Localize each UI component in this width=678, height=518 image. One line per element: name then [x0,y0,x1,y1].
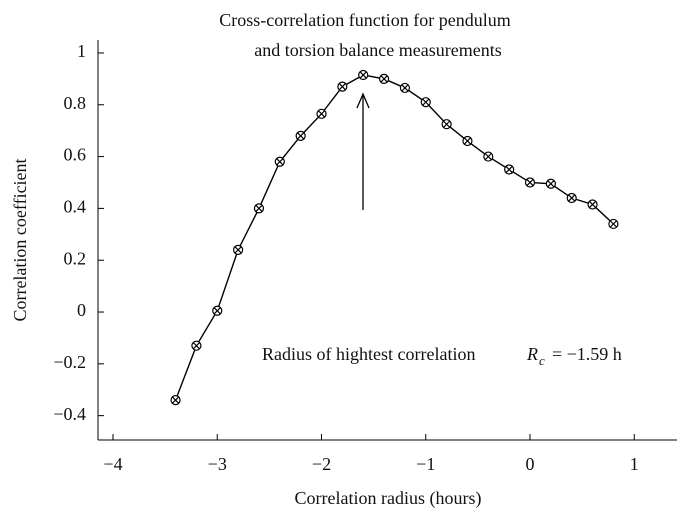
x-tick-label: −2 [312,454,331,474]
marker-cross [317,110,326,118]
marker [504,164,515,175]
x-tick-label: 1 [630,454,639,474]
marker-cross [276,158,284,166]
marker-cross [359,71,367,79]
marker [358,69,369,81]
marker-cross [547,180,555,188]
marker [441,119,452,130]
marker [274,156,285,167]
marker [295,130,306,141]
marker [337,81,348,92]
annotation-value: = −1.59 h [552,344,622,364]
marker-cross [588,200,597,209]
marker [462,135,473,147]
marker-cross [422,98,430,106]
line [174,74,614,401]
y-tick-label: 0.4 [64,197,87,217]
marker-cross [255,204,263,213]
y-tick-label: 0.2 [64,248,87,268]
marker [191,340,202,351]
marker [253,203,265,214]
y-axis-label: Correlation coefficient [10,158,30,321]
marker-cross [463,137,472,145]
x-tick-label: −1 [416,454,435,474]
chart-title: Cross-correlation function for pendulum [219,10,510,30]
marker-cross [442,120,451,128]
marker-cross [568,194,576,202]
annotation: Radius of hightest correlation [262,344,475,364]
chart-title: and torsion balance measurements [254,40,501,60]
y-tick-label: −0.4 [53,404,86,424]
marker-cross [171,396,180,404]
marker [399,82,411,94]
annotation-subscript: c [539,353,545,368]
arrow-head [356,92,370,109]
marker [483,151,494,162]
y-tick-label: 0 [77,300,86,320]
marker [212,305,223,316]
x-tick-label: −3 [208,454,227,474]
y-tick-label: 1 [77,41,86,61]
marker-cross [338,83,346,91]
marker-cross [192,342,201,350]
marker [545,178,556,189]
marker [524,177,536,188]
marker-cross [484,152,492,161]
x-tick-label: −4 [103,454,122,474]
marker [316,108,327,119]
marker-cross [526,178,534,187]
y-tick-label: 0.8 [64,93,87,113]
marker [420,97,431,108]
x-axis-label: Correlation radius (hours) [295,488,482,509]
y-tick-label: −0.2 [53,352,86,372]
marker-cross [213,307,221,315]
marker-cross [609,220,618,228]
x-tick-label: 0 [526,454,535,474]
marker-cross [505,165,513,174]
y-tick-label: 0.6 [64,145,87,165]
marker [378,73,390,84]
marker [566,192,577,204]
marker-cross [297,132,305,140]
marker [608,218,619,230]
marker [233,244,244,255]
annotation-symbol: R [526,344,538,364]
marker [587,199,598,210]
marker-cross [401,84,409,92]
marker-cross [234,246,242,254]
marker [170,395,181,406]
marker-cross [380,75,388,83]
